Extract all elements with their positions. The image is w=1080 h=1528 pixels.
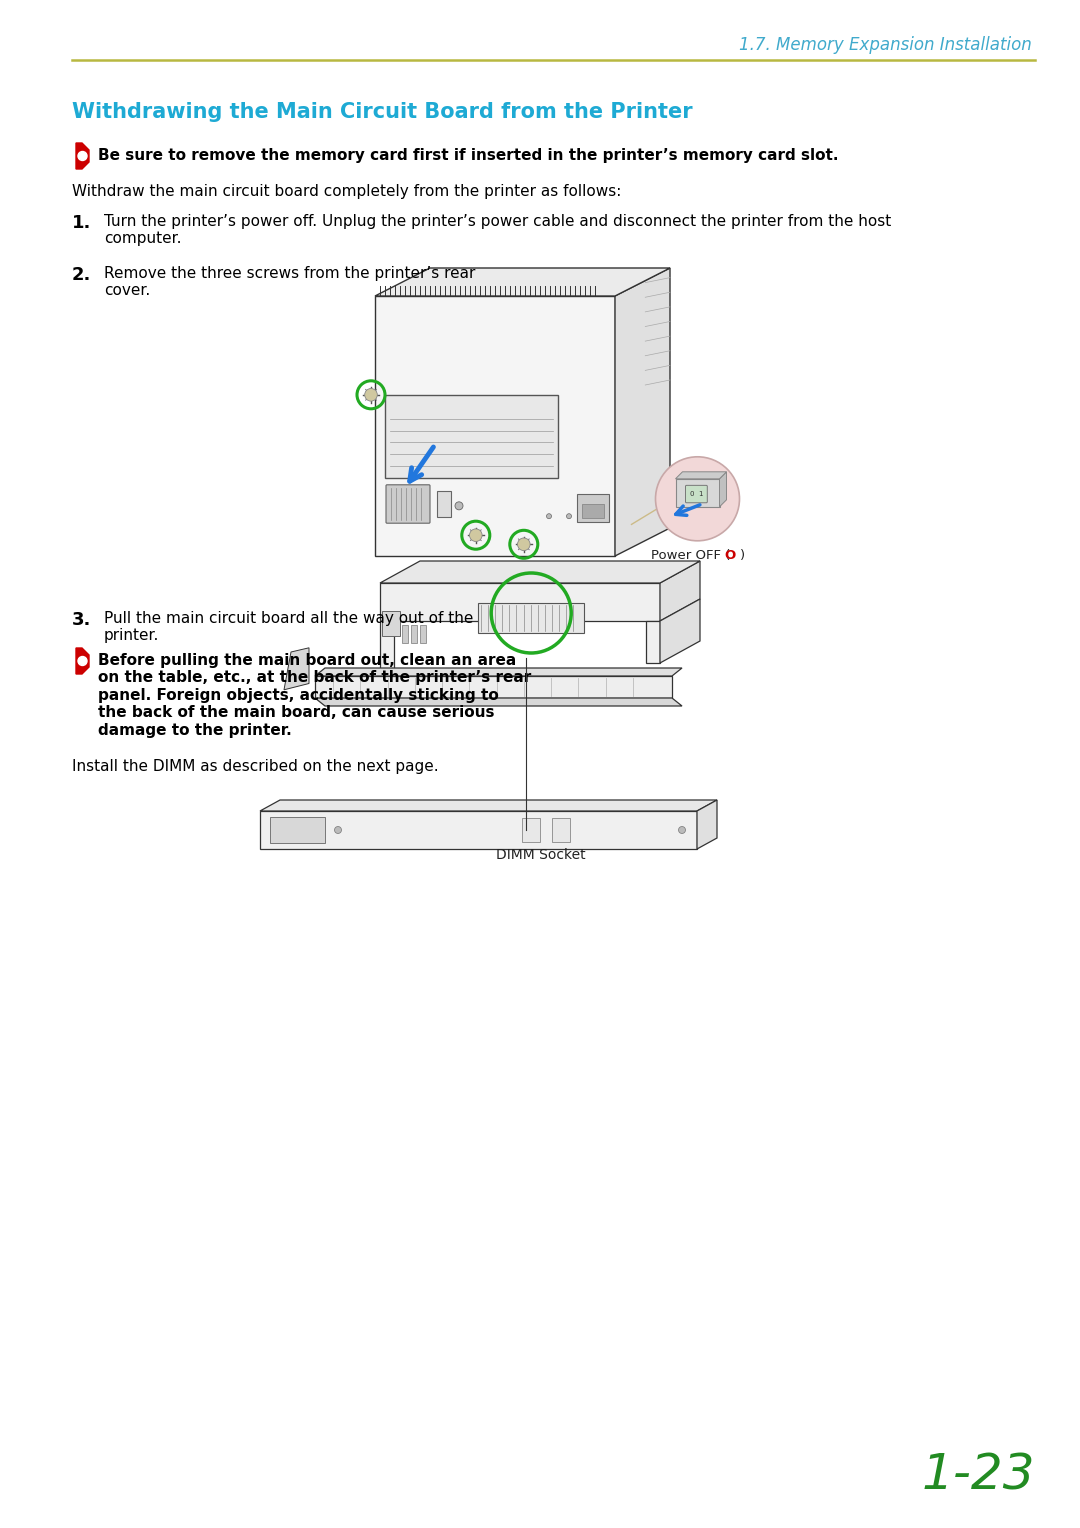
Circle shape [335,827,341,833]
Text: Install the DIMM as described on the next page.: Install the DIMM as described on the nex… [72,759,438,775]
Polygon shape [375,267,670,296]
Polygon shape [380,561,700,584]
Polygon shape [660,599,700,663]
FancyBboxPatch shape [675,478,719,507]
Text: Before pulling the main board out, clean an area
on the table, etc., at the back: Before pulling the main board out, clean… [98,652,531,738]
Text: 3.: 3. [72,611,92,630]
FancyBboxPatch shape [260,811,697,850]
Text: O: O [725,549,735,562]
Polygon shape [660,561,700,620]
FancyBboxPatch shape [686,486,707,503]
FancyBboxPatch shape [386,484,430,523]
Circle shape [78,657,87,666]
Text: 0: 0 [689,490,693,497]
Text: Pull the main circuit board all the way out of the
printer.: Pull the main circuit board all the way … [104,611,473,643]
FancyBboxPatch shape [402,625,408,643]
FancyBboxPatch shape [375,296,615,556]
FancyBboxPatch shape [437,492,451,516]
Text: Power OFF (: Power OFF ( [650,549,730,562]
Text: Turn the printer’s power off. Unplug the printer’s power cable and disconnect th: Turn the printer’s power off. Unplug the… [104,214,891,246]
Polygon shape [675,472,727,478]
Polygon shape [284,648,309,689]
Text: Be sure to remove the memory card first if inserted in the printer’s memory card: Be sure to remove the memory card first … [98,148,838,163]
Polygon shape [615,267,670,556]
FancyBboxPatch shape [382,611,400,636]
Circle shape [567,513,571,518]
Polygon shape [697,801,717,850]
Text: 1.7. Memory Expansion Installation: 1.7. Memory Expansion Installation [739,37,1032,53]
FancyBboxPatch shape [523,817,540,842]
FancyBboxPatch shape [384,394,557,478]
Circle shape [455,501,463,510]
FancyBboxPatch shape [577,494,609,523]
FancyBboxPatch shape [380,584,660,620]
Text: Withdrawing the Main Circuit Board from the Printer: Withdrawing the Main Circuit Board from … [72,102,692,122]
Circle shape [365,388,377,402]
FancyBboxPatch shape [552,817,570,842]
Polygon shape [719,472,727,507]
Circle shape [656,457,740,541]
Text: ): ) [740,549,744,562]
Text: 1.: 1. [72,214,92,232]
FancyBboxPatch shape [646,620,660,663]
Polygon shape [260,801,717,811]
Text: 1: 1 [699,490,703,497]
FancyBboxPatch shape [411,625,417,643]
FancyBboxPatch shape [478,604,584,633]
Polygon shape [315,675,672,698]
Circle shape [546,513,552,518]
Text: Remove the three screws from the printer’s rear
cover.: Remove the three screws from the printer… [104,266,475,298]
Text: DIMM Socket: DIMM Socket [496,848,585,862]
Polygon shape [315,668,681,675]
FancyBboxPatch shape [270,817,325,843]
Polygon shape [315,698,681,706]
Circle shape [678,827,686,833]
Circle shape [470,529,482,541]
Text: Withdraw the main circuit board completely from the printer as follows:: Withdraw the main circuit board complete… [72,183,621,199]
Circle shape [517,538,530,550]
FancyBboxPatch shape [582,504,604,518]
Polygon shape [76,144,89,170]
Text: 1-23: 1-23 [921,1452,1035,1500]
Text: 2.: 2. [72,266,92,284]
Circle shape [78,151,87,160]
FancyBboxPatch shape [380,620,394,691]
Polygon shape [76,648,89,674]
FancyBboxPatch shape [420,625,426,643]
